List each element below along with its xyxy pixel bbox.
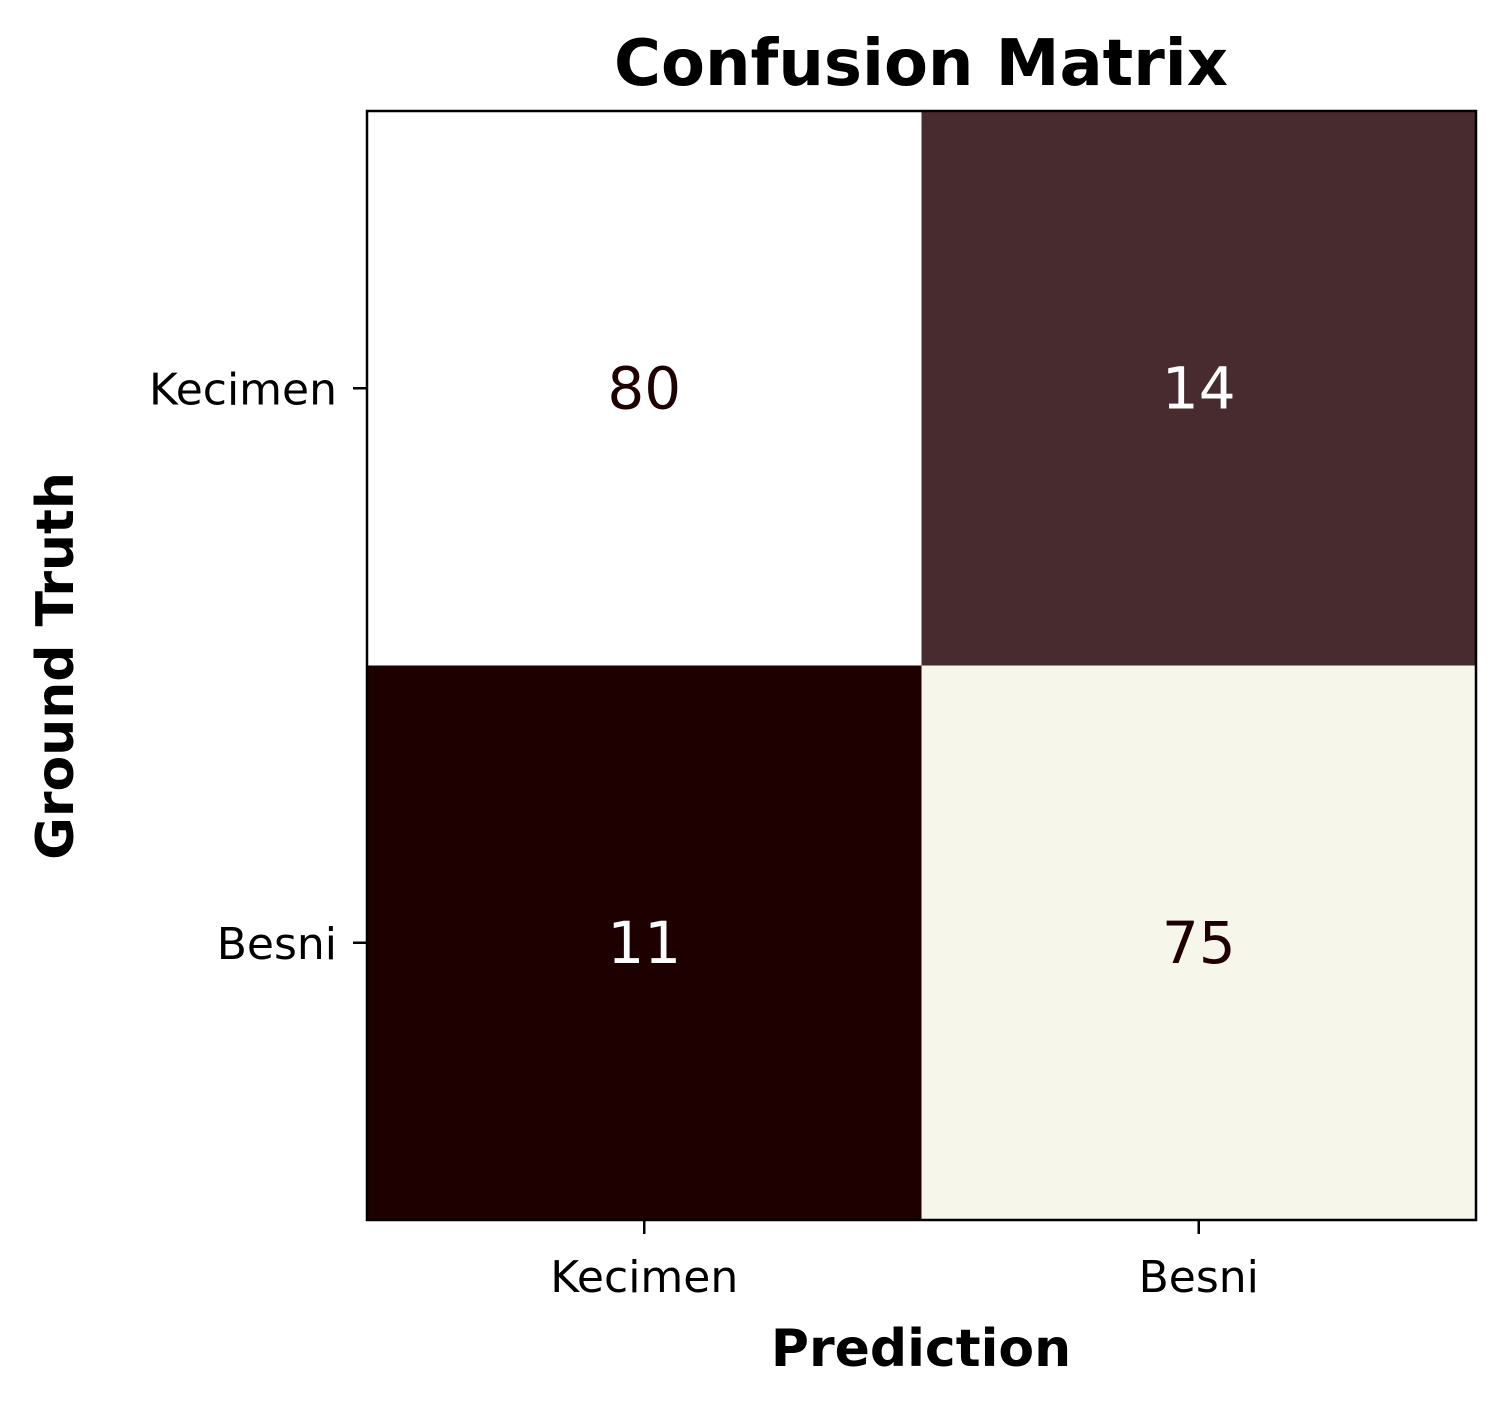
heatmap-cell-1-0: [367, 665, 922, 1220]
x-tick-label: Kecimen: [550, 1252, 738, 1303]
cell-value-0-0: 80: [607, 354, 681, 422]
x-tick-label: Besni: [1139, 1252, 1259, 1303]
x-axis-label: Prediction: [771, 1319, 1071, 1379]
cell-value-1-0: 11: [607, 909, 681, 977]
plot-frame: [365, 109, 1478, 1222]
y-tick-label: Besni: [217, 919, 337, 970]
cell-value-0-1: 14: [1162, 354, 1236, 422]
y-axis-label: Ground Truth: [26, 472, 86, 860]
chart-title: Confusion Matrix: [614, 27, 1228, 101]
heatmap-cells: 80 14 11 75: [367, 111, 1476, 1220]
axis-ticks: Kecimen Besni Kecimen Besni: [149, 364, 1259, 1303]
heatmap-cell-0-0: [367, 111, 922, 666]
y-tick-label: Kecimen: [149, 364, 337, 415]
heatmap-cell-1-1: [921, 665, 1476, 1220]
cell-value-1-1: 75: [1162, 909, 1236, 977]
heatmap-cell-0-1: [921, 111, 1476, 666]
